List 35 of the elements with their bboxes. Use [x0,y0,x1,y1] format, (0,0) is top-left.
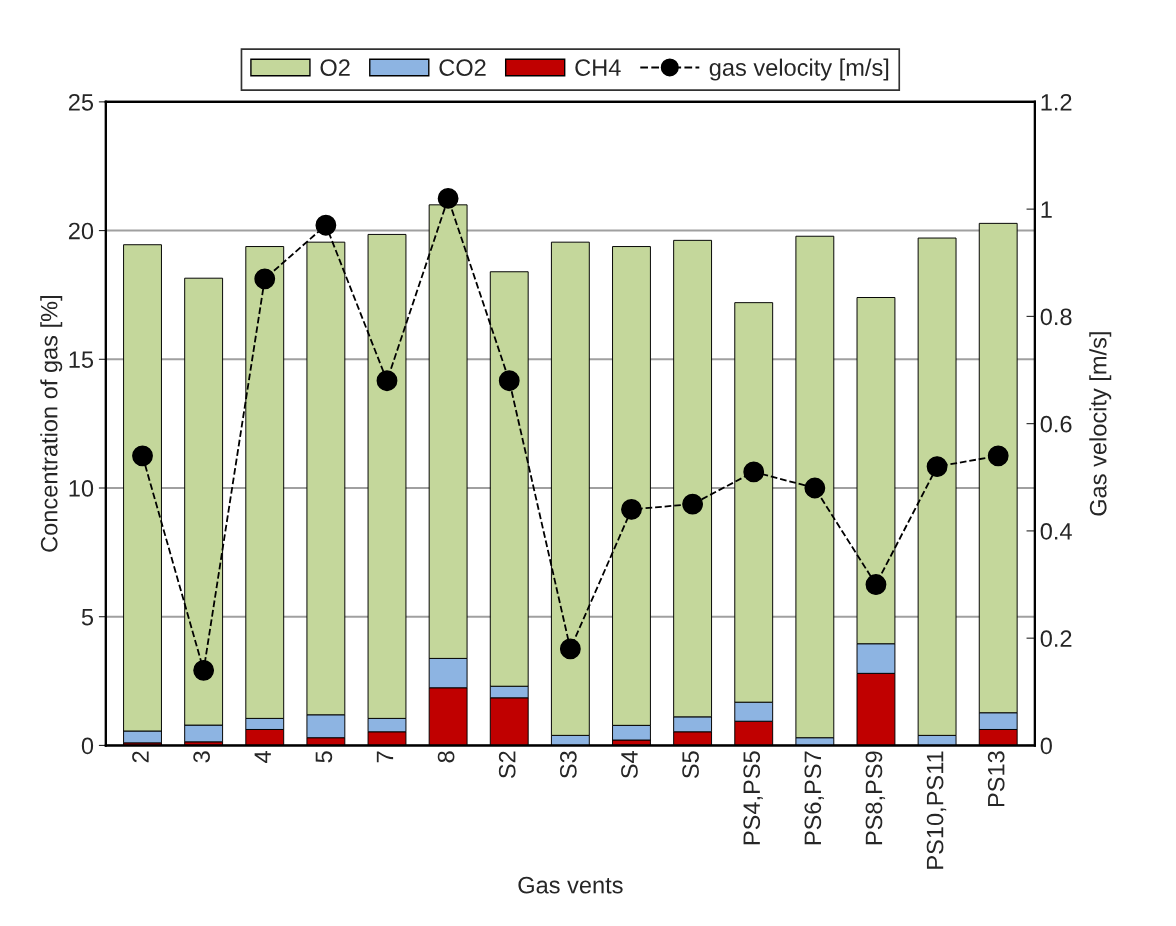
y2-tick-label: 0.4 [1040,522,1072,540]
x-tick-label: PS4,PS5 [743,751,763,845]
legend-label: O2 [320,59,350,76]
y2-tick-label: 0.8 [1040,308,1072,326]
y-tick-label: 0 [81,737,94,755]
y2-tick-label: 1.2 [1041,93,1072,111]
x-tick-label: S5 [682,751,699,779]
y-axis-title: Concentration of gas [%] [40,296,63,552]
x-tick-label: 8 [437,751,455,763]
x-tick-label: PS8,PS9 [865,751,886,845]
y2-tick-label: 0.2 [1040,630,1072,647]
x-tick-label: 5 [315,751,333,763]
x-tick-label: 3 [193,751,210,763]
y2-tick-label: 1 [1041,201,1052,218]
x-tick-label: S3 [559,751,577,779]
x-tick-label: S2 [498,751,516,779]
y-tick-label: 10 [69,480,94,497]
x-tick-label: PS13 [987,751,1005,807]
y2-tick-label: 0.6 [1040,415,1072,433]
y-tick-label: 20 [68,222,94,240]
y-tick-label: 5 [81,609,94,626]
legend-label: gas velocity [m/s] [709,58,889,81]
y2-axis-title: Gas velocity [m/s] [1089,332,1112,516]
y-tick-label: 25 [68,93,94,111]
x-tick-label: PS6,PS7 [804,751,824,845]
x-tick-label: 2 [132,751,149,763]
x-tick-label: 7 [376,751,394,763]
y2-tick-label: 0 [1040,737,1052,755]
x-tick-label: 4 [254,750,271,763]
x-axis-title: Gas vents [518,876,623,894]
legend-label: CO2 [439,59,486,76]
x-tick-label: PS10,PS11 [926,751,947,869]
y-tick-label: 15 [69,351,94,369]
x-tick-label: S4 [621,750,638,779]
legend-label: CH4 [575,59,621,76]
